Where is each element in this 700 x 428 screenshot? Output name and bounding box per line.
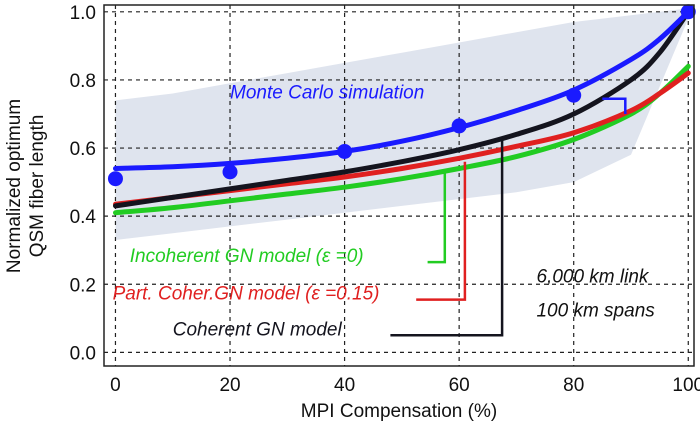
y-tick-label-5: 1.0	[70, 3, 96, 24]
y-axis-label-line-2: QSM fiber length	[27, 115, 48, 258]
y-tick-label-0: 0.0	[70, 343, 96, 364]
x-tick-label-5: 100	[672, 375, 700, 396]
y-tick-label-4: 0.8	[70, 71, 96, 92]
monte-carlo-point-4	[566, 87, 582, 103]
x-tick-label-2: 40	[334, 375, 355, 396]
x-tick-label-0: 0	[110, 375, 121, 396]
monte-carlo-point-5	[680, 4, 696, 20]
annotation-incoherent-gn: Incoherent GN model (ε =0)	[130, 246, 364, 267]
plot-frame	[103, 4, 695, 367]
variability-band-layer	[115, 8, 689, 241]
annotation-part-coherent-gn: Part. Coher.GN model (ε =0.15)	[113, 284, 380, 305]
y-axis-label: Normalized optimum QSM fiber length	[4, 99, 48, 273]
x-tick-label-3: 60	[449, 375, 470, 396]
y-tick-label-2: 0.4	[70, 207, 97, 228]
y-axis-label-line-1: Normalized optimum	[4, 99, 25, 273]
x-tick-label-1: 20	[219, 375, 240, 396]
monte-carlo-point-0	[107, 171, 123, 187]
leader-lines-layer	[390, 97, 627, 337]
variability-band	[115, 8, 689, 241]
tick-labels-layer: 0 20 40 60 80 100 0.0 0.2 0.4 0.6 0.8 1.0	[70, 3, 700, 396]
series-line-incoherent-gn	[113, 63, 691, 216]
series-line-coherent-gn	[113, 9, 691, 209]
annotation-coherent-gn: Coherent GN model	[173, 319, 343, 340]
series-line-monte-carlo	[113, 9, 691, 171]
leader-line-coherent-gn	[427, 170, 447, 264]
leader-line-monte-carlo	[602, 97, 627, 114]
annotation-span-length: 100 km spans	[536, 301, 655, 322]
monte-carlo-point-2	[337, 143, 353, 159]
monte-carlo-point-3	[451, 118, 467, 134]
y-tick-label-1: 0.2	[70, 275, 96, 296]
annotation-monte-carlo: Monte Carlo simulation	[230, 83, 424, 104]
monte-carlo-point-1	[222, 164, 238, 180]
leader-line-incoherent-gn	[390, 139, 504, 337]
annotations-layer: Monte Carlo simulation Incoherent GN mod…	[113, 83, 656, 341]
annotation-link-length: 6,000 km link	[536, 267, 649, 288]
x-tick-label-4: 80	[563, 375, 584, 396]
y-tick-label-3: 0.6	[70, 139, 96, 160]
x-axis-label: MPI Compensation (%)	[301, 401, 497, 422]
series-layer	[107, 4, 696, 216]
leader-line-part-coherent-gn	[416, 161, 467, 301]
